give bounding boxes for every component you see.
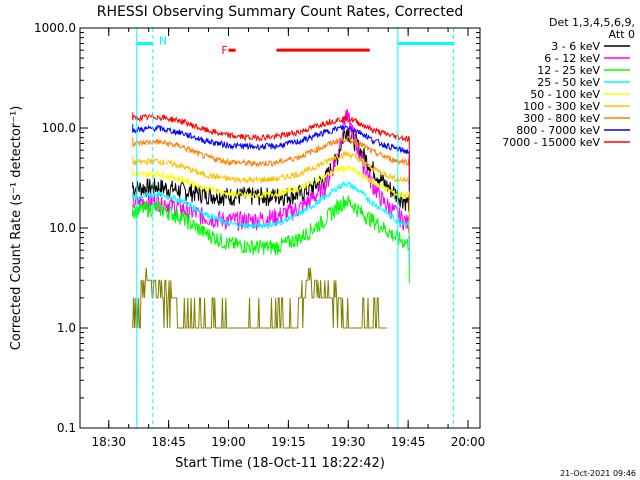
flag-label-f: F <box>221 44 227 57</box>
legend-entry-label: 800 - 7000 keV <box>516 124 600 137</box>
y-axis: 0.1 1.0 10.0 100.0 1000.0 <box>34 21 480 435</box>
series-line <box>132 180 410 264</box>
legend-entry-label: 12 - 25 keV <box>537 64 600 77</box>
plot-frame <box>79 27 481 429</box>
y-tick-label: 10.0 <box>49 221 76 235</box>
y-tick-label: 1000.0 <box>34 21 76 35</box>
y-axis-label: Corrected Count Rate (s⁻¹ detector⁻¹) <box>9 106 24 351</box>
y-tick-label: 0.1 <box>57 421 76 435</box>
x-axis-label: Start Time (18-Oct-11 18:22:42) <box>175 456 385 471</box>
legend-entry-label: 6 - 12 keV <box>544 52 600 65</box>
legend-entry-label: 300 - 800 keV <box>523 112 600 125</box>
x-tick-label: 18:45 <box>151 435 186 449</box>
chart-title: RHESSI Observing Summary Count Rates, Co… <box>97 4 463 20</box>
series-line <box>132 135 410 202</box>
x-tick-label: 19:30 <box>331 435 366 449</box>
legend-header-2: Att 0 <box>609 28 635 41</box>
flag-label-n: N <box>159 34 167 47</box>
series-line <box>132 150 410 221</box>
x-axis: 18:30 18:45 19:00 19:15 19:30 19:45 20:00 <box>91 28 485 449</box>
plot-markers: NF <box>136 28 454 428</box>
legend-entry-label: 7000 - 15000 keV <box>502 136 600 149</box>
y-tick-label: 1.0 <box>57 321 76 335</box>
x-tick-label: 18:30 <box>91 435 126 449</box>
y-tick-label: 100.0 <box>42 121 76 135</box>
legend-entry-label: 100 - 300 keV <box>523 100 600 113</box>
x-tick-label: 19:00 <box>211 435 246 449</box>
plot-lines <box>132 109 410 329</box>
series-line <box>132 195 410 284</box>
series-line <box>132 109 410 264</box>
x-tick-label: 19:15 <box>271 435 306 449</box>
series-line <box>132 129 410 243</box>
footer-date: 21-Oct-2021 09:46 <box>560 469 636 478</box>
series-line <box>132 124 410 192</box>
series-line <box>132 112 410 179</box>
x-tick-label: 20:00 <box>451 435 486 449</box>
series-line <box>132 164 410 236</box>
series-line <box>132 267 387 329</box>
legend-header-1: Det 1,3,4,5,6,9, <box>549 16 635 29</box>
x-tick-label: 19:45 <box>391 435 426 449</box>
legend-entry-label: 50 - 100 keV <box>530 88 600 101</box>
legend-entry-label: 25 - 50 keV <box>537 76 600 89</box>
legend-entry-label: 3 - 6 keV <box>551 40 600 53</box>
